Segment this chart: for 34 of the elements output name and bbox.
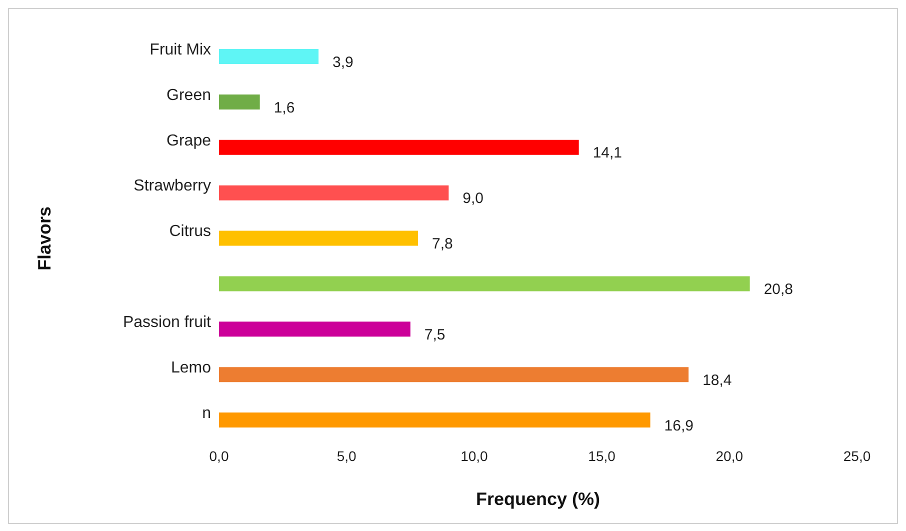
x-tick-label: 0,0: [209, 448, 229, 464]
y-tick-label: Citrus: [169, 223, 211, 240]
x-tick-label: 10,0: [460, 448, 488, 464]
data-label: 7,5: [424, 326, 446, 344]
x-axis-title: Frequency (%): [476, 489, 600, 509]
data-label: 3,9: [332, 54, 354, 71]
bar: [219, 49, 319, 64]
x-tick-label: 5,0: [336, 448, 357, 464]
y-tick-label: n: [202, 404, 211, 422]
bar: [219, 322, 410, 337]
bar: [219, 276, 750, 292]
y-tick-label: Lemo: [170, 360, 212, 377]
bar: [219, 185, 449, 200]
y-axis-title: Flavors: [34, 206, 54, 271]
x-tick-label: 15,0: [588, 448, 616, 464]
bar: [219, 140, 579, 155]
bar: [219, 94, 260, 110]
y-tick-label: Passion fruit: [122, 314, 212, 332]
data-label: 18,4: [702, 372, 732, 389]
data-label: 14,1: [592, 144, 622, 162]
bar: [219, 367, 689, 382]
y-tick-label: Fruit Mix: [150, 41, 211, 58]
x-tick-label: 25,0: [843, 448, 871, 464]
data-label: 20,8: [764, 281, 794, 298]
bar: [219, 412, 650, 428]
x-tick-label: 20,0: [716, 448, 744, 464]
data-label: 7,8: [432, 236, 453, 253]
data-label: 16,9: [664, 417, 694, 434]
data-label: 9,0: [462, 190, 484, 208]
y-tick-label: Green: [166, 86, 211, 104]
y-tick-label: Grape: [166, 132, 212, 150]
bar: [219, 230, 418, 246]
y-tick-label: Strawberry: [134, 178, 211, 195]
data-label: 1,6: [274, 99, 295, 116]
